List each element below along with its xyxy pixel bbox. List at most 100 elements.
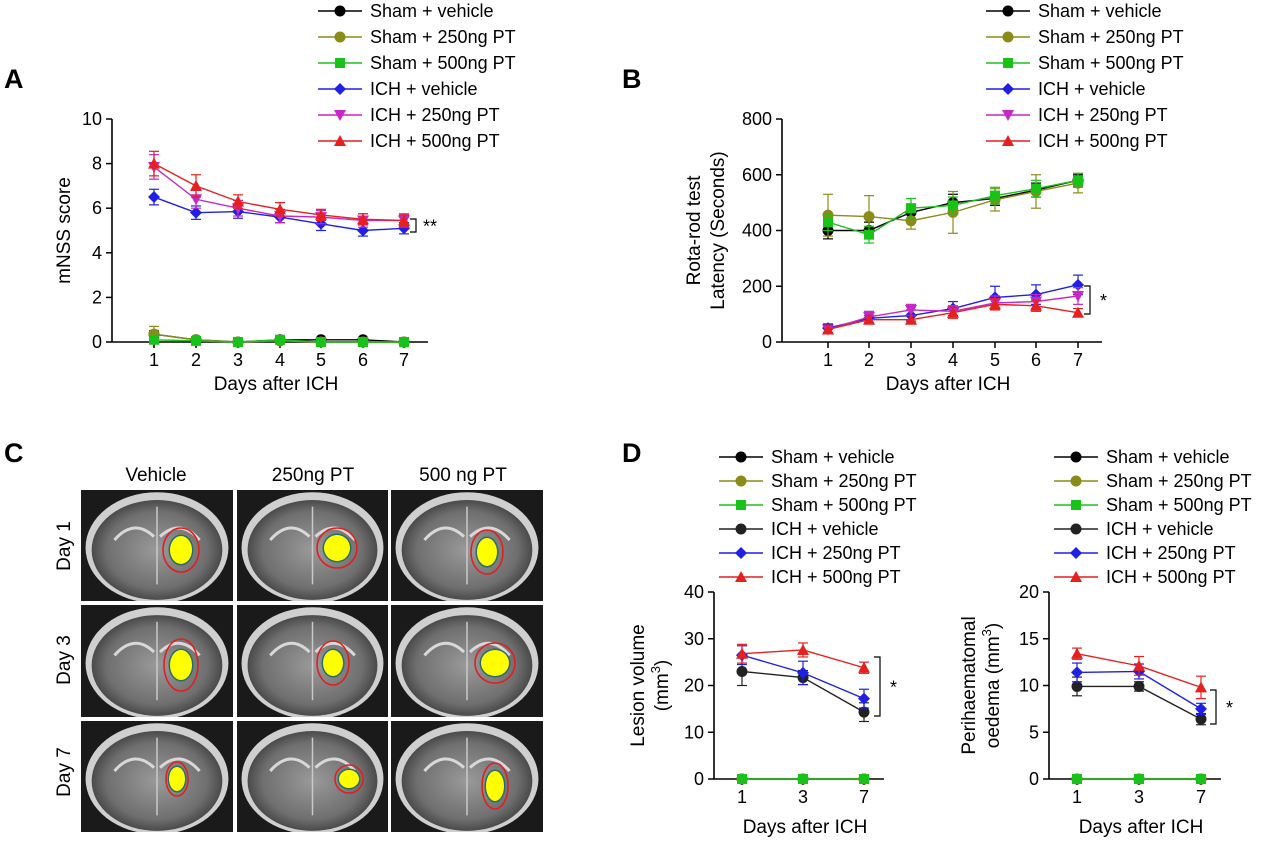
y-axis-unit-close: ) (983, 623, 1004, 629)
legend-entry: Sham + 250ng PT (719, 471, 917, 491)
x-tick-label: 2 (191, 350, 201, 370)
legend-marker (1002, 5, 1014, 17)
mri-tile (390, 489, 544, 602)
data-point (1030, 299, 1042, 311)
mri-image (391, 605, 543, 717)
oedema-outline (165, 761, 189, 797)
oedema-outline (316, 527, 358, 569)
ventricle-left (423, 757, 465, 772)
y-tick-label: 5 (1029, 722, 1039, 742)
legend-marker (735, 451, 747, 463)
data-point (1031, 183, 1041, 194)
ventricle-right (469, 757, 511, 772)
data-point (858, 706, 870, 718)
y-tick-label: 6 (92, 198, 102, 218)
y-axis-unit-close: ) (652, 660, 673, 666)
mri-image (81, 490, 233, 601)
y-tick-label: 4 (92, 243, 102, 263)
y-tick-label: 30 (684, 629, 704, 649)
legend-marker (736, 500, 746, 510)
legend-entry: Sham + vehicle (318, 1, 494, 21)
legend-label: Sham + vehicle (1038, 1, 1162, 21)
legend-label: ICH + vehicle (1106, 519, 1214, 539)
legend-label: Sham + vehicle (771, 447, 895, 467)
legend-label: ICH + 250ng PT (1106, 543, 1236, 563)
ventricle-right (314, 641, 356, 657)
legend-marker (1071, 500, 1081, 510)
data-point (822, 323, 834, 335)
legend-entry: Sham + 500ng PT (719, 495, 917, 515)
y-tick-label: 400 (742, 221, 772, 241)
legend-marker (334, 5, 346, 17)
legend-label: ICH + vehicle (771, 519, 879, 539)
legend-marker (1002, 135, 1014, 146)
data-point (1071, 647, 1083, 659)
legend-entry: Sham + vehicle (986, 1, 1162, 21)
y-tick-label: 0 (694, 769, 704, 789)
y-tick-label: 0 (1029, 769, 1039, 789)
ventricle-left (113, 757, 155, 772)
legend-marker (1070, 523, 1082, 535)
ventricle-left (113, 526, 155, 541)
x-tick-label: 3 (1134, 787, 1144, 807)
mri-image (237, 490, 388, 601)
legend-entry: Sham + 250ng PT (1054, 471, 1252, 491)
x-tick-label: 6 (1031, 350, 1041, 370)
panel-letter-d: D (622, 438, 642, 468)
panel-letter-c: C (4, 438, 24, 468)
mri-image (81, 605, 233, 717)
legend-label: Sham + 250ng PT (370, 27, 516, 47)
data-point (1195, 713, 1207, 725)
mri-tile (80, 489, 234, 602)
y-tick-label: 10 (684, 722, 704, 742)
series-ich-vehicle (822, 274, 1084, 335)
x-tick-label: 1 (149, 350, 159, 370)
legend-marker (334, 31, 346, 43)
legend-label: ICH + 500ng PT (1106, 567, 1236, 587)
legend-entry: ICH + 500ng PT (719, 567, 901, 587)
data-point (316, 337, 326, 347)
ventricle-right (159, 757, 201, 772)
legend-label: ICH + 250ng PT (771, 543, 901, 563)
x-tick-label: 6 (358, 350, 368, 370)
mri-tile (236, 489, 389, 602)
data-point (399, 337, 409, 347)
data-point (948, 200, 958, 211)
ventricle-left (423, 526, 465, 541)
significance-bracket (1210, 689, 1217, 725)
data-point (863, 313, 875, 325)
x-tick-label: 4 (275, 350, 285, 370)
legend-entry: ICH + vehicle (986, 79, 1146, 99)
mri-row-day1: Day 1 (54, 521, 75, 571)
legend-entry: ICH + 250ng PT (986, 105, 1168, 125)
y-tick-label: 600 (742, 165, 772, 185)
mri-image (391, 490, 543, 601)
data-point (864, 229, 874, 240)
legend-marker (735, 547, 747, 559)
legend-entry: ICH + vehicle (318, 79, 478, 99)
lesion (169, 767, 185, 791)
oedema-outline (316, 640, 350, 686)
data-point (798, 774, 808, 784)
x-tick-label: 7 (399, 350, 409, 370)
oedema-outline (470, 529, 504, 575)
data-point (1072, 306, 1084, 318)
legend-entry: Sham + 500ng PT (1054, 495, 1252, 515)
y-tick-label: 0 (92, 332, 102, 352)
data-point (233, 337, 243, 347)
legend-label: ICH + 500ng PT (1038, 131, 1168, 151)
ventricle-left (423, 641, 466, 657)
data-point (190, 179, 202, 191)
mri-col-250: 250ng PT (272, 465, 355, 486)
x-tick-label: 5 (316, 350, 326, 370)
data-point (736, 647, 748, 659)
oedema-outline (163, 638, 199, 692)
significance-bracket (874, 656, 881, 717)
x-axis-label: Days after ICH (1079, 817, 1204, 838)
data-point (315, 208, 327, 220)
x-tick-label: 3 (906, 350, 916, 370)
lesion (323, 650, 343, 676)
legend-marker (1002, 83, 1014, 95)
series-sham-500ng-pt (737, 774, 869, 784)
